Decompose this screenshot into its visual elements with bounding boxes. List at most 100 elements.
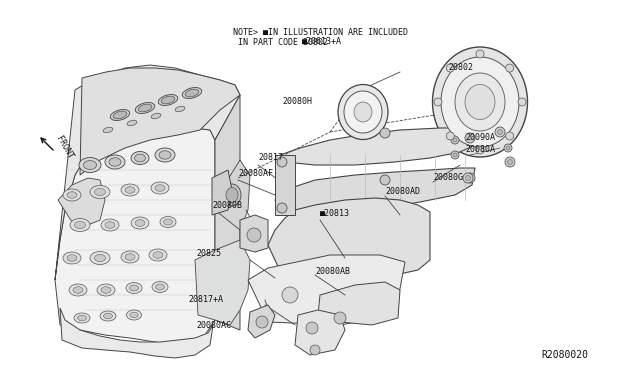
Polygon shape [248, 255, 405, 325]
Circle shape [451, 151, 459, 159]
Ellipse shape [455, 73, 505, 131]
Ellipse shape [97, 284, 115, 296]
Circle shape [277, 203, 287, 213]
Circle shape [310, 345, 320, 355]
Circle shape [334, 312, 346, 324]
Circle shape [282, 287, 298, 303]
Ellipse shape [69, 284, 87, 296]
Polygon shape [58, 178, 105, 225]
Polygon shape [212, 170, 232, 215]
Text: NOTE> ■IN ILLUSTRATION ARE INCLUDED: NOTE> ■IN ILLUSTRATION ARE INCLUDED [233, 28, 408, 37]
Ellipse shape [161, 96, 175, 104]
Ellipse shape [125, 254, 135, 260]
Ellipse shape [153, 252, 163, 258]
Circle shape [453, 138, 457, 142]
Polygon shape [240, 215, 268, 252]
Polygon shape [55, 128, 215, 345]
Text: 20080B: 20080B [212, 202, 242, 211]
Text: 20080AB: 20080AB [315, 267, 350, 276]
Text: FRONT: FRONT [54, 135, 74, 161]
Text: R2080020: R2080020 [541, 350, 588, 360]
Polygon shape [275, 168, 475, 215]
Ellipse shape [110, 109, 130, 121]
Ellipse shape [77, 315, 86, 321]
Text: 20817+A: 20817+A [188, 295, 223, 305]
Circle shape [505, 157, 515, 167]
Ellipse shape [104, 313, 113, 319]
Circle shape [506, 132, 514, 140]
Ellipse shape [465, 84, 495, 119]
Ellipse shape [95, 189, 106, 196]
Ellipse shape [127, 120, 137, 126]
Circle shape [277, 157, 287, 167]
Polygon shape [55, 65, 240, 280]
Ellipse shape [158, 94, 178, 106]
Ellipse shape [159, 151, 171, 159]
Ellipse shape [223, 184, 241, 206]
Polygon shape [280, 128, 480, 165]
Ellipse shape [73, 287, 83, 293]
Ellipse shape [129, 285, 138, 291]
Ellipse shape [151, 113, 161, 119]
Circle shape [247, 228, 261, 242]
Text: 20080A: 20080A [465, 145, 495, 154]
Ellipse shape [79, 157, 101, 173]
Circle shape [508, 160, 513, 164]
Ellipse shape [103, 127, 113, 133]
Polygon shape [295, 310, 345, 355]
Circle shape [476, 146, 484, 154]
Circle shape [518, 98, 526, 106]
Text: ■20613+A: ■20613+A [302, 38, 342, 46]
Circle shape [446, 64, 454, 72]
Circle shape [506, 146, 510, 150]
Ellipse shape [155, 185, 165, 191]
Ellipse shape [90, 251, 110, 264]
Ellipse shape [441, 57, 519, 147]
Ellipse shape [175, 106, 185, 112]
Polygon shape [215, 95, 240, 330]
Ellipse shape [130, 312, 138, 318]
Ellipse shape [101, 219, 119, 231]
Ellipse shape [134, 154, 145, 162]
Ellipse shape [105, 155, 125, 169]
Circle shape [256, 316, 268, 328]
Ellipse shape [433, 47, 527, 157]
Ellipse shape [338, 84, 388, 140]
Polygon shape [80, 68, 240, 175]
Text: 20817: 20817 [258, 154, 283, 163]
Ellipse shape [100, 311, 116, 321]
Text: 20802: 20802 [448, 64, 473, 73]
Ellipse shape [152, 282, 168, 292]
Circle shape [465, 173, 475, 183]
Text: 20080G: 20080G [433, 173, 463, 183]
Ellipse shape [182, 87, 202, 99]
Ellipse shape [67, 192, 77, 198]
Ellipse shape [149, 249, 167, 261]
Text: IN PART CODE 20802: IN PART CODE 20802 [233, 38, 328, 47]
Ellipse shape [151, 182, 169, 194]
Ellipse shape [63, 252, 81, 264]
Circle shape [465, 176, 470, 180]
Ellipse shape [101, 287, 111, 293]
Ellipse shape [113, 111, 127, 119]
Polygon shape [215, 160, 250, 230]
Ellipse shape [155, 148, 175, 162]
Circle shape [306, 322, 318, 334]
Text: 20825: 20825 [196, 250, 221, 259]
Circle shape [465, 133, 475, 143]
Ellipse shape [156, 284, 164, 290]
Circle shape [451, 136, 459, 144]
Text: 20090A: 20090A [465, 134, 495, 142]
Ellipse shape [74, 221, 86, 228]
Circle shape [380, 128, 390, 138]
Ellipse shape [67, 255, 77, 261]
Polygon shape [195, 240, 250, 325]
Ellipse shape [135, 103, 155, 113]
Text: 20080AC: 20080AC [196, 321, 231, 330]
Ellipse shape [344, 91, 382, 133]
Circle shape [446, 132, 454, 140]
Circle shape [504, 144, 512, 152]
Ellipse shape [164, 219, 172, 225]
Circle shape [506, 64, 514, 72]
Text: 20080AD: 20080AD [385, 187, 420, 196]
